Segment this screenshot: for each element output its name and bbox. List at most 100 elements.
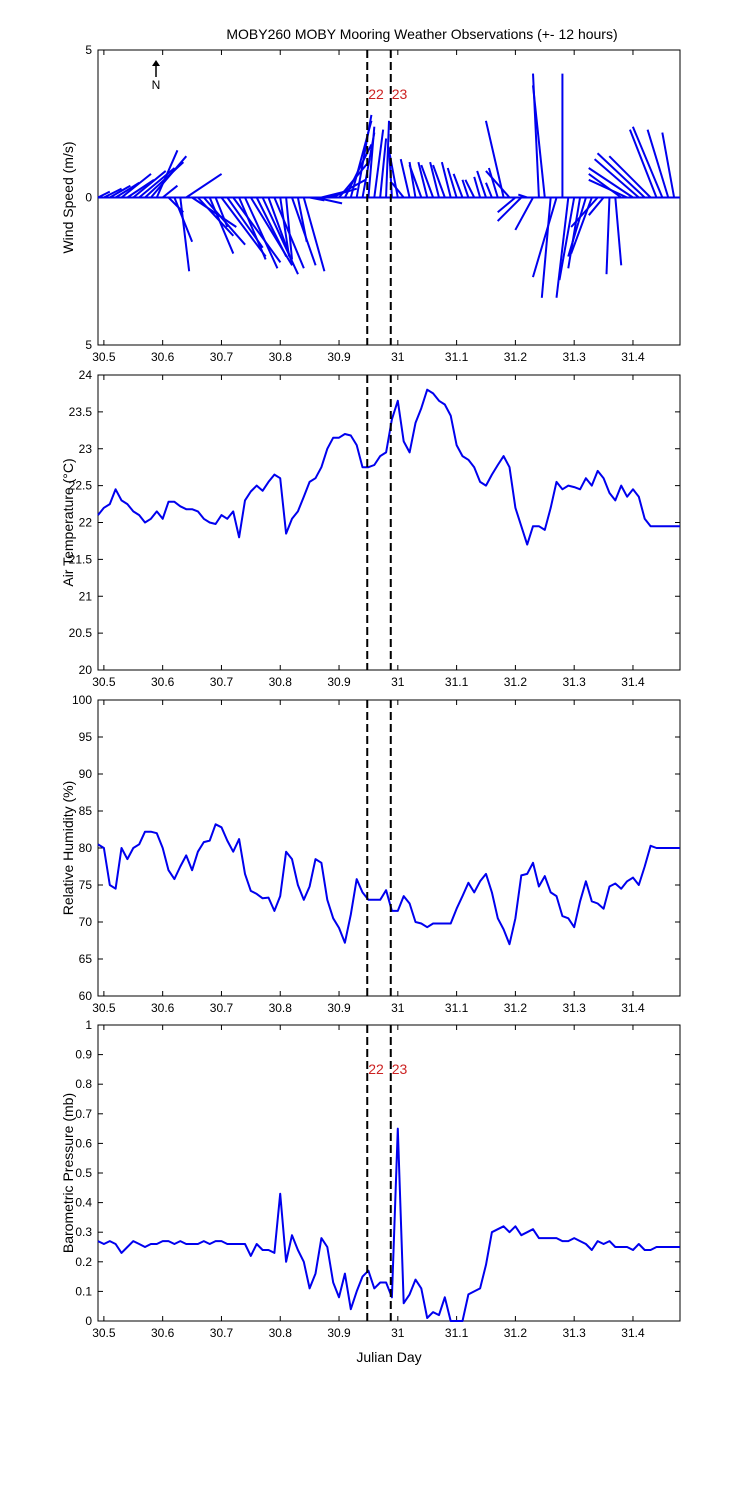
wind-stick	[162, 184, 179, 199]
y-tick-label: 0.6	[75, 1136, 92, 1150]
time-marker-label: 23	[392, 1061, 408, 1077]
y-tick-label: 20	[79, 663, 93, 677]
north-label: N	[152, 78, 161, 92]
wind-stick	[517, 193, 528, 199]
x-tick-label: 31.2	[504, 1326, 528, 1340]
wind-stick	[531, 85, 546, 198]
wind-stick	[417, 161, 429, 198]
x-tick-label: 30.6	[151, 1001, 175, 1015]
wind-stick	[126, 178, 155, 199]
wind-stick	[391, 182, 405, 199]
x-tick-label: 30.9	[327, 1326, 351, 1340]
y-tick-label: 60	[79, 989, 93, 1003]
wind-stick	[120, 173, 152, 199]
x-tick-label: 31	[391, 1326, 405, 1340]
y-axis-label: Air Temperature (°C)	[60, 458, 76, 586]
wind-stick	[646, 129, 670, 198]
x-tick-label: 31	[391, 1001, 405, 1015]
wind-stick	[379, 138, 388, 198]
x-tick-label: 31.4	[621, 1001, 645, 1015]
wind-stick	[432, 164, 446, 198]
x-tick-label: 30.5	[92, 1326, 116, 1340]
wind-stick	[279, 197, 291, 257]
figure-title: MOBY260 MOBY Mooring Weather Observation…	[226, 26, 617, 42]
wind-stick	[567, 197, 582, 269]
x-tick-label: 31.3	[563, 350, 587, 364]
wind-stick	[309, 196, 325, 202]
wind-stick	[429, 161, 440, 198]
y-tick-label: 90	[79, 767, 93, 781]
wind-stick	[208, 197, 235, 254]
axes-frame	[97, 699, 681, 997]
data-line	[97, 1127, 680, 1322]
y-tick-label: 75	[79, 878, 93, 892]
wind-stick	[97, 190, 111, 199]
y-tick-label: 65	[79, 952, 93, 966]
y-tick-label: 22	[79, 516, 93, 530]
axes-frame	[97, 1024, 681, 1322]
wind-stick	[593, 158, 640, 199]
wind-stick	[214, 197, 229, 228]
x-tick-label: 30.6	[151, 350, 175, 364]
wind-stick	[452, 173, 464, 198]
wind-stick	[408, 164, 423, 198]
wind-stick	[476, 170, 487, 198]
y-tick-label: 95	[79, 730, 93, 744]
x-tick-label: 31.3	[563, 1326, 587, 1340]
wind-stick	[608, 155, 652, 199]
x-tick-label: 30.7	[210, 675, 234, 689]
x-tick-label: 30.7	[210, 1326, 234, 1340]
wind-stick	[605, 197, 611, 275]
x-tick-label: 31.3	[563, 1001, 587, 1015]
wind-stick	[138, 167, 176, 199]
y-tick-label: 20.5	[69, 626, 93, 640]
panel-1: 30.5 30.6 30.7 30.8 30.9 31 31.1 31.2 31.3 31.4 5 0…	[60, 43, 681, 364]
axes-frame	[97, 374, 681, 671]
data-line	[97, 823, 680, 946]
wind-stick	[385, 120, 391, 198]
wind-stick	[473, 176, 482, 198]
wind-stick	[570, 197, 593, 254]
y-tick-label: 21.5	[69, 552, 93, 566]
panel-4: 30.5 30.6 30.7 30.8 30.9 31 31.1 31.2 31.3 31.4 0 0…	[60, 1018, 681, 1365]
y-axis-label: Wind Speed (m/s)	[60, 141, 76, 253]
y-tick-label: 0.5	[75, 1166, 92, 1180]
y-tick-label: 80	[79, 841, 93, 855]
x-tick-label: 30.5	[92, 350, 116, 364]
wind-stick	[496, 196, 522, 222]
wind-stick	[588, 196, 605, 216]
wind-stick	[296, 197, 308, 242]
x-tick-label: 31.4	[621, 1326, 645, 1340]
y-axis-label: Barometric Pressure (mb)	[60, 1093, 76, 1253]
y-tick-label: 100	[72, 693, 92, 707]
wind-stick	[232, 196, 282, 263]
x-tick-label: 30.8	[269, 675, 293, 689]
x-tick-label: 31.4	[621, 675, 645, 689]
wind-stick	[367, 126, 376, 198]
time-marker-label: 22	[368, 1061, 384, 1077]
wind-stick	[155, 149, 179, 198]
north-arrow-head-icon	[152, 60, 160, 66]
y-tick-label: 21	[79, 589, 93, 603]
wind-stick	[315, 196, 343, 205]
y-tick-label: 0.4	[75, 1196, 92, 1210]
wind-stick	[109, 184, 131, 199]
wind-stick	[302, 197, 326, 272]
wind-stick	[255, 197, 288, 257]
y-tick-label: 0.9	[75, 1048, 92, 1062]
wind-stick	[555, 197, 570, 298]
y-tick-label: 22.5	[69, 479, 93, 493]
wind-stick	[103, 187, 123, 199]
wind-stick	[197, 196, 235, 237]
panel-3: 30.5 30.6 30.7 30.8 30.9 31 31.1 31.2 31.3 31.4 60…	[60, 693, 681, 1015]
x-tick-label: 31.1	[445, 1326, 469, 1340]
wind-stick	[631, 126, 664, 198]
wind-stick	[531, 197, 558, 278]
x-tick-label: 31.2	[504, 675, 528, 689]
panels: 30.5 30.6 30.7 30.8 30.9 31 31.1 31.2 31.3 31.4 5 0…	[60, 43, 681, 1365]
wind-stick	[588, 178, 628, 199]
wind-stick	[244, 197, 279, 269]
time-marker-label: 23	[392, 86, 408, 102]
wind-stick	[132, 170, 167, 199]
